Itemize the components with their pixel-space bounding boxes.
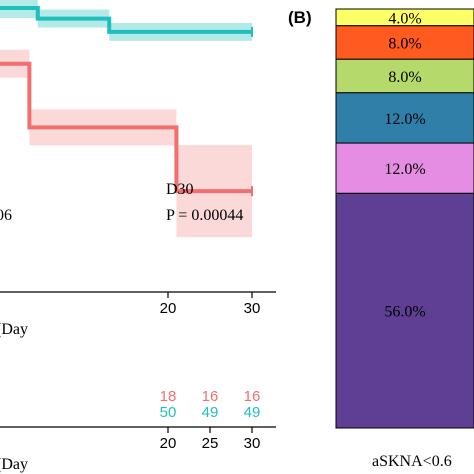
bar-category-label: aSKNA<0.6 [372,453,452,470]
survival-step-line [0,61,252,194]
risk-table-cell: 18 [160,388,177,405]
risk-x-tick-label: 30 [244,435,261,452]
bar-segment-label: 8.0% [388,36,421,53]
stacked-bar: 4.0% 8.0% 8.0% 12.0% 12.0% 56.0% [335,8,474,429]
risk-table-cell: 49 [244,404,261,421]
risk-table: 18 16 16 50 49 49 20 25 30 (Day [0,388,276,473]
bar-segment-label: 8.0% [388,69,421,86]
risk-table-cell: 16 [244,388,261,405]
bar-segment [335,92,474,144]
risk-table-rows: 18 16 16 50 49 49 [160,388,261,421]
bar-segment-label: 4.0% [388,10,421,27]
bar-segment [335,142,474,194]
annotation-p-value: P = 0.00044 [166,207,243,224]
x-axis-label: (Day [0,321,28,338]
x-axis-ticks: 20 30 [160,292,261,317]
survival-curves [0,5,253,197]
risk-x-axis-ticks: 20 25 30 [160,427,261,452]
risk-table-cell: 49 [202,404,219,421]
survival-step-line [0,5,252,34]
panel-label-b: (B) [288,8,312,27]
bar-segment-label: 12.0% [384,111,425,128]
risk-table-cell: 16 [202,388,219,405]
risk-x-tick-label: 20 [160,435,177,452]
annotation-d30: D30 [166,181,194,198]
confidence-bands [0,0,252,238]
risk-x-tick-label: 25 [202,435,219,452]
risk-x-axis-label: (Day [0,456,28,473]
x-tick-label: 20 [160,300,177,317]
bar-segment-label: 56.0% [384,304,425,321]
bar-segment-label: 12.0% [384,161,425,178]
stacked-bar-panel: (B) 4.0% 8.0% 8.0% 12.0% 12.0% 56.0% aSKNA<0.… [288,8,474,470]
bar-segment [335,192,474,429]
risk-table-cell: 50 [160,404,177,421]
left-text-fragment: 06 [0,207,12,224]
bar-segment [335,25,474,60]
x-tick-label: 30 [244,300,261,317]
